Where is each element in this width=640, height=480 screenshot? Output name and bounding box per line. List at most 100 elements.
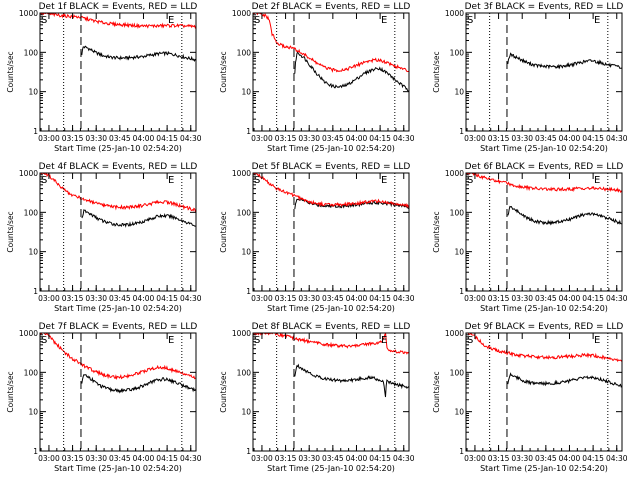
plot-frame [465, 332, 623, 452]
y-tick-label: 100 [24, 368, 39, 377]
x-tick-label: 04:30 [606, 454, 628, 463]
start-marker: S [41, 335, 47, 346]
y-tick-label: 1 [33, 287, 38, 296]
x-axis-label: Start Time (25-Jan-10 02:54:20) [267, 144, 395, 153]
series-line-events [81, 45, 196, 62]
x-tick-label: 04:00 [346, 454, 368, 463]
series-line-events [507, 205, 622, 226]
x-tick-label: 03:00 [251, 294, 273, 303]
y-tick-label: 10 [241, 88, 251, 97]
series-line-lld [466, 333, 622, 363]
chart-title: Det 2f BLACK = Events, RED = LLD [252, 2, 411, 12]
y-tick-label: 1 [459, 127, 464, 136]
x-tick-label: 04:15 [156, 454, 178, 463]
chart-title: Det 1f BLACK = Events, RED = LLD [39, 2, 198, 12]
x-axis-label: Start Time (25-Jan-10 02:54:20) [480, 464, 608, 473]
chart-title: Det 9f BLACK = Events, RED = LLD [465, 322, 624, 332]
x-axis-label: Start Time (25-Jan-10 02:54:20) [480, 304, 608, 313]
y-axis-label: Counts/sec [432, 211, 441, 252]
y-axis-label: Counts/sec [6, 211, 15, 252]
start-marker: S [467, 15, 473, 26]
y-tick-label: 10 [241, 408, 251, 417]
x-tick-label: 04:15 [582, 294, 604, 303]
x-tick-label: 03:15 [488, 454, 510, 463]
x-tick-label: 04:00 [133, 294, 155, 303]
x-tick-label: 03:00 [464, 294, 486, 303]
x-tick-label: 03:30 [511, 134, 533, 143]
x-tick-label: 04:00 [559, 454, 581, 463]
y-tick-label: 1000 [445, 329, 464, 338]
end-marker: E [381, 335, 387, 346]
chart-title: Det 5f BLACK = Events, RED = LLD [252, 162, 411, 172]
start-marker: S [467, 175, 473, 186]
start-marker: S [41, 15, 47, 26]
x-tick-label: 03:00 [38, 454, 60, 463]
plot-frame [39, 332, 197, 452]
x-tick-label: 03:45 [535, 294, 557, 303]
y-tick-label: 1000 [19, 9, 38, 18]
x-tick-label: 04:00 [559, 294, 581, 303]
y-tick-label: 1 [459, 447, 464, 456]
plot-frame [39, 172, 197, 292]
y-axis-label: Counts/sec [219, 51, 228, 92]
y-axis-label: Counts/sec [219, 211, 228, 252]
chart-title: Det 3f BLACK = Events, RED = LLD [465, 2, 624, 12]
x-tick-label: 04:30 [180, 294, 202, 303]
series-line-events [294, 50, 409, 92]
x-tick-label: 03:45 [109, 294, 131, 303]
y-tick-label: 1 [459, 287, 464, 296]
series-line-lld [40, 13, 196, 30]
x-tick-label: 03:45 [109, 134, 131, 143]
x-axis-label: Start Time (25-Jan-10 02:54:20) [54, 144, 182, 153]
x-tick-label: 04:30 [393, 294, 415, 303]
x-tick-label: 04:00 [346, 134, 368, 143]
x-tick-label: 03:45 [535, 454, 557, 463]
x-tick-label: 03:15 [275, 294, 297, 303]
chart-title: Det 7f BLACK = Events, RED = LLD [39, 322, 198, 332]
series-line-events [81, 209, 196, 228]
x-tick-label: 04:15 [156, 134, 178, 143]
x-tick-label: 04:30 [606, 294, 628, 303]
x-tick-label: 04:00 [559, 134, 581, 143]
x-axis-label: Start Time (25-Jan-10 02:54:20) [54, 464, 182, 473]
series-line-lld [253, 333, 409, 355]
y-tick-label: 100 [450, 208, 465, 217]
plot-frame [465, 172, 623, 292]
y-tick-label: 1000 [445, 9, 464, 18]
x-tick-label: 03:15 [275, 134, 297, 143]
series-line-lld [253, 173, 409, 209]
y-tick-label: 100 [24, 48, 39, 57]
y-tick-label: 1000 [232, 169, 251, 178]
series-line-lld [40, 333, 196, 381]
x-axis-label: Start Time (25-Jan-10 02:54:20) [480, 144, 608, 153]
y-tick-label: 1 [246, 287, 251, 296]
y-tick-label: 10 [28, 408, 38, 417]
y-tick-label: 100 [237, 368, 252, 377]
x-tick-label: 03:30 [85, 454, 107, 463]
y-tick-label: 100 [24, 208, 39, 217]
end-marker: E [381, 175, 387, 186]
x-axis-label: Start Time (25-Jan-10 02:54:20) [267, 464, 395, 473]
series-line-lld [466, 173, 622, 193]
y-tick-label: 100 [237, 208, 252, 217]
plot-frame [39, 12, 197, 132]
series-line-lld [40, 173, 196, 213]
start-marker: S [41, 175, 47, 186]
x-tick-label: 03:00 [464, 134, 486, 143]
end-marker: E [168, 335, 174, 346]
end-marker: E [594, 15, 600, 26]
series-line-events [294, 363, 409, 398]
x-tick-label: 04:30 [180, 454, 202, 463]
y-tick-label: 100 [237, 48, 252, 57]
series-line-events [507, 52, 622, 70]
x-tick-label: 03:30 [85, 294, 107, 303]
series-line-events [81, 374, 196, 394]
end-marker: E [381, 15, 387, 26]
x-tick-label: 04:30 [606, 134, 628, 143]
x-tick-label: 03:45 [535, 134, 557, 143]
